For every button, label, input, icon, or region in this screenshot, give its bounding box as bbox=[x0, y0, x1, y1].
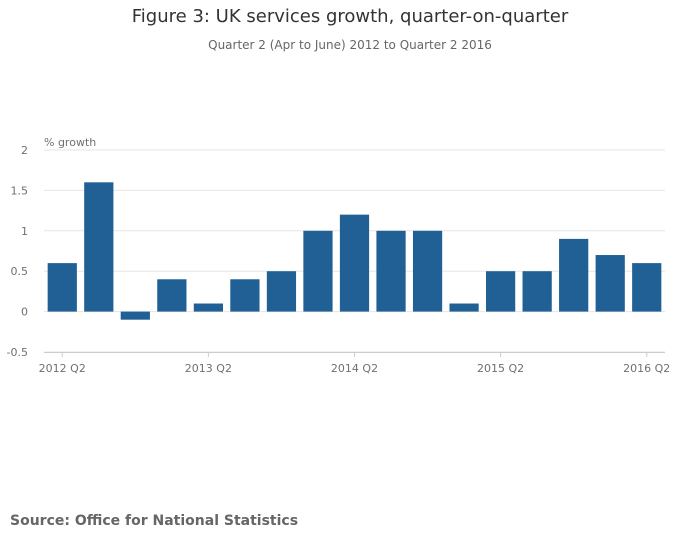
bars bbox=[47, 182, 662, 320]
x-tick-label: 2013 Q2 bbox=[185, 362, 232, 375]
bar bbox=[47, 263, 77, 312]
bar bbox=[230, 279, 260, 312]
chart-subtitle: Quarter 2 (Apr to June) 2012 to Quarter … bbox=[208, 38, 492, 52]
bar bbox=[84, 182, 114, 312]
y-tick-label: 0 bbox=[21, 306, 28, 319]
bar bbox=[157, 279, 187, 312]
y-tick-label: 2 bbox=[21, 144, 28, 157]
bar bbox=[595, 255, 625, 312]
y-tick-label: -0.5 bbox=[7, 346, 28, 359]
source-note: Source: Office for National Statistics bbox=[10, 513, 299, 529]
bar bbox=[559, 238, 589, 312]
bar bbox=[412, 230, 443, 312]
x-tick-label: 2016 Q2 bbox=[623, 362, 670, 375]
bar bbox=[193, 303, 223, 312]
x-tick-label: 2012 Q2 bbox=[39, 362, 86, 375]
bar bbox=[376, 230, 406, 312]
bar bbox=[266, 271, 297, 312]
y-tick-label: 0.5 bbox=[11, 265, 29, 278]
y-tick-label: 1 bbox=[21, 225, 28, 238]
x-tick-label: 2015 Q2 bbox=[477, 362, 524, 375]
axes: -0.5 0 0.5 1 1.5 2 % growth 2012 Q2 2013 Q2 2014 … bbox=[7, 136, 671, 375]
x-tick-label: 2014 Q2 bbox=[331, 362, 378, 375]
y-axis-title: % growth bbox=[44, 136, 96, 149]
bar bbox=[522, 271, 552, 312]
bar bbox=[632, 263, 662, 312]
y-tick-label: 1.5 bbox=[11, 184, 29, 197]
chart-title: Figure 3: UK services growth, quarter-on… bbox=[131, 6, 569, 27]
bar bbox=[449, 303, 479, 312]
bar bbox=[486, 271, 516, 312]
bar bbox=[339, 214, 370, 312]
bar bbox=[303, 230, 333, 312]
bar bbox=[120, 311, 150, 320]
